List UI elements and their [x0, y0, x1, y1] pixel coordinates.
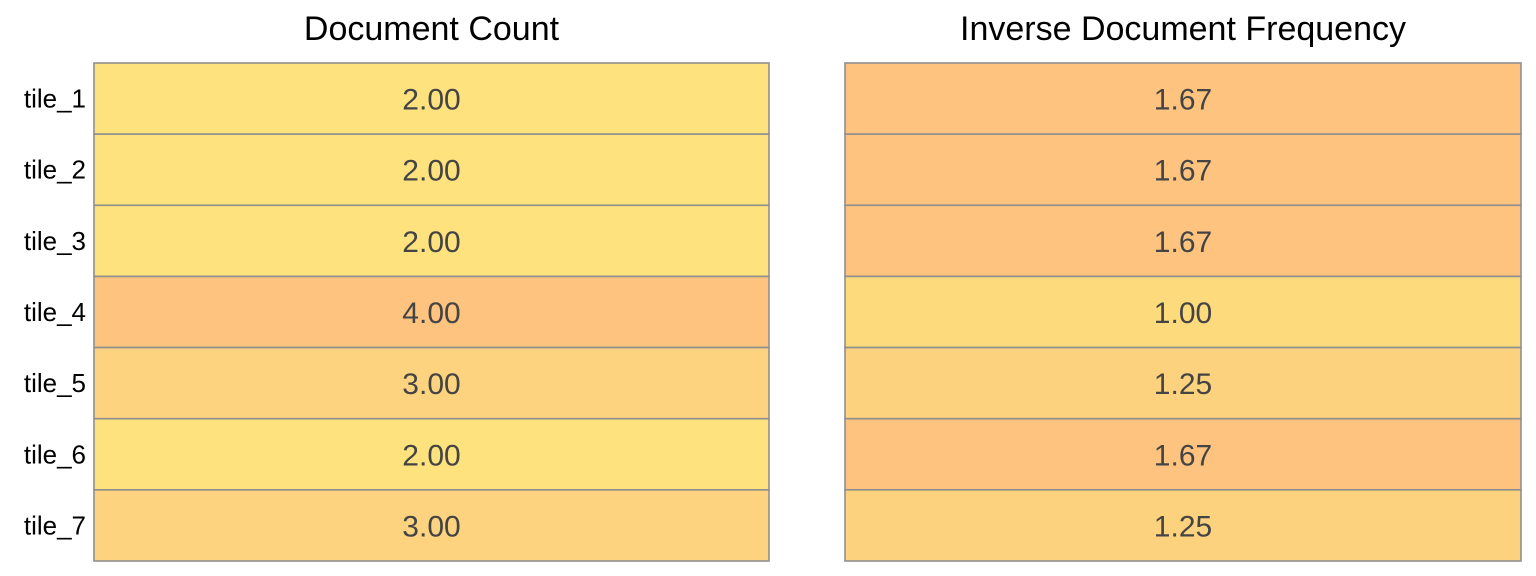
row-label-tile-3: tile_3 [24, 226, 86, 256]
heatmap-cell-tile-4 [844, 275, 1522, 349]
cell-value-label: 3.00 [402, 510, 460, 543]
heatmap-cell-tile-3 [93, 204, 770, 278]
cell-value-label: 3.00 [402, 368, 460, 401]
panel-title: Inverse Document Frequency [960, 10, 1406, 48]
cell-value-label: 1.67 [1154, 439, 1212, 472]
heatmap-cell-tile-7 [844, 489, 1522, 562]
heatmap-cell-tile-1 [844, 62, 1522, 135]
heatmap-cell-tile-6 [93, 417, 770, 491]
inverse-document-frequency-panel: Inverse Document Frequency 1.67 1.67 1.67 1.… [844, 10, 1522, 562]
cell-value-label: 1.25 [1154, 510, 1212, 543]
row-label-tile-6: tile_6 [24, 439, 86, 469]
heatmap-cell-tile-2 [93, 133, 770, 207]
cell-value-label: 2.00 [402, 439, 460, 472]
cell-value-label: 2.00 [402, 226, 460, 259]
cell-value-label: 2.00 [402, 84, 460, 117]
heatmap-cell-tile-4 [93, 275, 770, 349]
heatmap-cell-tile-5 [93, 346, 770, 420]
document-count-panel: Document Count 2.00 2.00 2.00 4.00 3.00 2.00 3.… [93, 10, 770, 562]
heatmap-cell-tile-3 [844, 204, 1522, 278]
heatmap-cell-tile-5 [844, 346, 1522, 420]
cell-value-label: 1.25 [1154, 368, 1212, 401]
heatmap-cell-tile-6 [844, 417, 1522, 491]
cell-value-label: 1.00 [1154, 297, 1212, 330]
cell-value-label: 2.00 [402, 155, 460, 188]
cell-value-label: 1.67 [1154, 155, 1212, 188]
heatmap-cell-tile-1 [93, 62, 770, 135]
row-label-tile-5: tile_5 [24, 368, 86, 398]
row-labels: tile_1 tile_2 tile_3 tile_4 tile_5 tile_6tile… [24, 84, 86, 541]
row-label-tile-1: tile_1 [24, 84, 86, 114]
panel-title: Document Count [304, 10, 560, 48]
row-label-tile-4: tile_4 [24, 297, 86, 327]
row-label-tile-7: tile_7 [24, 510, 86, 540]
heatmap-cell-tile-7 [93, 489, 770, 562]
cell-value-label: 1.67 [1154, 84, 1212, 117]
row-label-tile-2: tile_2 [24, 155, 86, 185]
cell-value-label: 4.00 [402, 297, 460, 330]
cell-value-label: 1.67 [1154, 226, 1212, 259]
